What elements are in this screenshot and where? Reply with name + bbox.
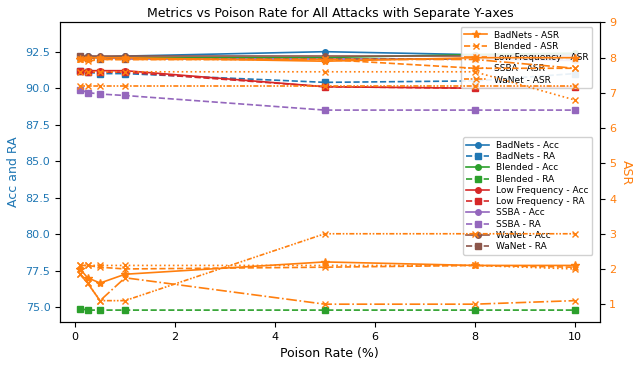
Low Frequency - ASR bbox=[96, 57, 104, 62]
Blended - ASR bbox=[471, 66, 479, 70]
BadNets - ASR bbox=[471, 55, 479, 60]
BadNets - ASR bbox=[96, 55, 104, 60]
SSBA - ASR bbox=[84, 70, 92, 74]
WaNet - ASR bbox=[321, 84, 329, 88]
BadNets - ASR bbox=[121, 55, 129, 60]
Line: Low Frequency - ASR: Low Frequency - ASR bbox=[77, 56, 578, 72]
Low Frequency - ASR bbox=[321, 57, 329, 62]
Blended - ASR bbox=[321, 57, 329, 62]
WaNet - ASR bbox=[471, 84, 479, 88]
Blended - ASR bbox=[571, 66, 579, 70]
WaNet - ASR bbox=[76, 84, 84, 88]
Blended - ASR bbox=[121, 57, 129, 62]
Low Frequency - ASR bbox=[471, 57, 479, 62]
BadNets - ASR bbox=[321, 59, 329, 63]
SSBA - ASR bbox=[96, 70, 104, 74]
SSBA - ASR bbox=[471, 70, 479, 74]
Low Frequency - ASR bbox=[571, 66, 579, 70]
SSBA - ASR bbox=[321, 70, 329, 74]
SSBA - ASR bbox=[76, 70, 84, 74]
Blended - ASR bbox=[84, 59, 92, 63]
BadNets - ASR bbox=[571, 55, 579, 60]
Low Frequency - ASR bbox=[84, 57, 92, 62]
BadNets - ASR bbox=[84, 55, 92, 60]
Blended - ASR bbox=[76, 57, 84, 62]
WaNet - ASR bbox=[96, 84, 104, 88]
BadNets - ASR bbox=[76, 57, 84, 62]
WaNet - ASR bbox=[571, 84, 579, 88]
Y-axis label: Acc and RA: Acc and RA bbox=[7, 137, 20, 207]
Line: WaNet - ASR: WaNet - ASR bbox=[77, 83, 578, 89]
WaNet - ASR bbox=[121, 84, 129, 88]
Y-axis label: ASR: ASR bbox=[620, 160, 633, 185]
X-axis label: Poison Rate (%): Poison Rate (%) bbox=[280, 347, 379, 360]
Title: Metrics vs Poison Rate for All Attacks with Separate Y-axes: Metrics vs Poison Rate for All Attacks w… bbox=[147, 7, 513, 20]
Line: SSBA - ASR: SSBA - ASR bbox=[77, 68, 578, 103]
SSBA - ASR bbox=[121, 70, 129, 74]
Line: Blended - ASR: Blended - ASR bbox=[77, 56, 578, 72]
SSBA - ASR bbox=[571, 98, 579, 102]
Low Frequency - ASR bbox=[121, 57, 129, 62]
Legend: BadNets - Acc, BadNets - RA, Blended - Acc, Blended - RA, Low Frequency - Acc, L: BadNets - Acc, BadNets - RA, Blended - A… bbox=[463, 137, 593, 255]
WaNet - ASR bbox=[84, 84, 92, 88]
Blended - ASR bbox=[96, 57, 104, 62]
Low Frequency - ASR bbox=[76, 57, 84, 62]
Line: BadNets - ASR: BadNets - ASR bbox=[76, 54, 579, 65]
